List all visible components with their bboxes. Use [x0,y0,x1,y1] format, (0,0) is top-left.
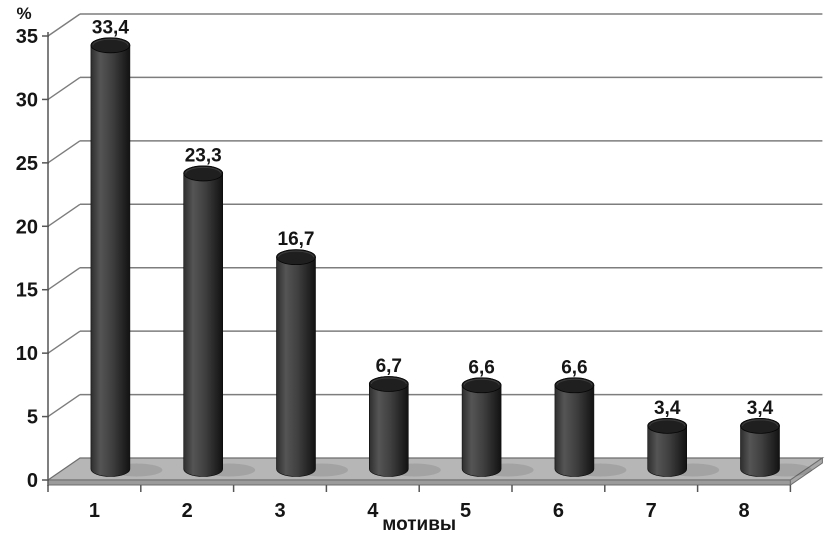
bar-value-label: 16,7 [278,229,315,250]
y-gridline-connector [47,140,81,164]
y-tick-label: 30 [16,89,38,111]
x-category-label: 2 [182,500,193,522]
bar-top-rim-highlight [556,378,593,386]
y-gridline-connector [47,203,81,227]
y-gridline-connector [47,330,81,354]
bar-top-rim-highlight [278,250,314,258]
x-category-label: 3 [274,500,285,522]
bar-top-rim-highlight [370,377,407,385]
bar-top-rim-highlight [463,378,500,386]
bar-top-rim-highlight [742,419,778,426]
x-category-label: 7 [646,500,657,522]
bar-value-label: 3,4 [747,398,774,419]
bar-value-label: 6,6 [468,357,494,378]
x-category-label: 8 [738,500,749,522]
y-tick-label: 5 [27,407,38,429]
y-gridline-connector [47,267,81,291]
bar-cylinder-body [183,165,223,477]
bar-cylinder-top [183,165,224,182]
bar-cylinder-top [647,417,688,434]
bar-value-label: 6,6 [561,357,587,378]
y-gridline-connector [47,76,81,101]
y-axis-title: % [16,4,31,23]
bar-top-rim-highlight [185,166,222,174]
bar-value-label: 3,4 [654,398,681,419]
y-tick-label: 10 [16,343,38,365]
bar-cylinder-top [276,249,316,266]
bar-top-rim-highlight [649,419,686,426]
bar-value-label: 6,7 [376,356,402,377]
bar-cylinder-top [740,417,780,434]
y-gridline-connector [47,393,81,418]
bar-cylinder-top [554,377,595,394]
x-category-label: 1 [89,500,100,522]
x-axis-title: мотивы [382,514,456,533]
floor-right-edge [789,457,823,486]
bar-value-label: 23,3 [185,145,222,166]
y-tick-label: 15 [16,280,38,302]
x-category-label: 6 [553,500,564,522]
y-tick-label: 25 [16,153,38,175]
y-gridline-connector [47,13,81,37]
bar-top-rim-highlight [92,38,129,46]
bar-cylinder-body [90,37,131,477]
floor-front-edge [47,479,791,486]
y-tick-label: 0 [27,470,38,492]
y-tick-label: 35 [16,26,38,48]
bar-cylinder-body [276,249,316,477]
bar-cylinder-top [461,377,502,394]
bar-value-label: 33,4 [92,17,129,38]
x-category-label: 5 [460,500,471,522]
y-tick-label: 20 [16,216,38,238]
x-category-label: 4 [367,500,379,522]
bar-cylinder-top [90,37,131,54]
bar-cylinder-top [368,376,409,392]
